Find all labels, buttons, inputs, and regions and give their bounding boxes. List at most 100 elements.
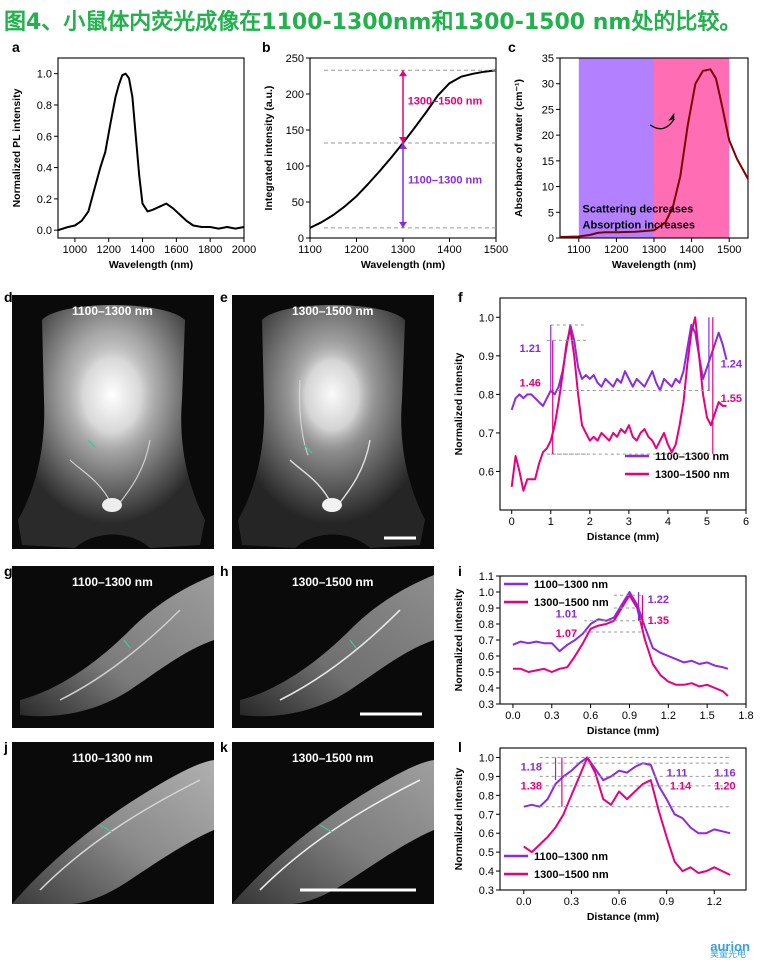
panel-label-c: c xyxy=(508,39,516,55)
chart-c-ytick-label-3: 15 xyxy=(542,156,554,168)
chart-c-ytick-label-4: 20 xyxy=(542,130,554,142)
chart-c: 1100 1200 1300 1400 1500 0 5 10 15 20 25 30 35 Wavele… xyxy=(513,53,749,271)
chart-l-annotation-0: 1.18 xyxy=(521,762,542,774)
chart-c-ytick-label-0: 0 xyxy=(548,233,554,245)
chart-f-xtick-label-4: 4 xyxy=(665,516,671,528)
panel-label-d: d xyxy=(4,289,13,305)
chart-c-ylabel: Absorbance of water (cm⁻¹) xyxy=(513,79,525,217)
chart-c-text-0: Scattering decreases xyxy=(583,203,694,215)
chart-b-arrowtail-1 xyxy=(399,221,407,228)
chart-f-frame xyxy=(499,297,747,511)
photo-h: 1300–1500 nm xyxy=(232,566,434,728)
photo-e: 1300–1500 nm xyxy=(232,295,434,549)
chart-i-xlabel: Distance (mm) xyxy=(587,725,659,737)
chart-l-series-0 xyxy=(523,756,731,835)
watermark-brand: aurion xyxy=(710,939,750,954)
chart-b-xtick-label-1: 1200 xyxy=(344,244,368,256)
chart-f-annotation-1: 1.46 xyxy=(520,378,541,390)
chart-f-xtick-label-2: 2 xyxy=(587,516,593,528)
chart-i-xtick-label-5: 1.5 xyxy=(700,710,715,722)
chart-i-legend-label-0: 1100–1300 nm xyxy=(534,579,608,591)
chart-f-legend-label-0: 1100–1300 nm xyxy=(655,451,729,463)
chart-b-arrowtail-0 xyxy=(399,136,407,143)
chart-l-legend-label-0: 1100–1300 nm xyxy=(534,851,608,863)
panel-label-k: k xyxy=(220,739,228,755)
panel-label-i: i xyxy=(458,563,462,579)
chart-l-ytick-label-6: 0.9 xyxy=(479,771,494,783)
chart-c-xtick-label-4: 1500 xyxy=(717,244,741,256)
chart-l-ytick-label-3: 0.6 xyxy=(479,828,494,840)
chart-i-annotation-1: 1.35 xyxy=(648,615,669,627)
chart-i-legend-label-1: 1300–1500 nm xyxy=(534,597,609,609)
chart-c-band-0 xyxy=(578,58,654,238)
chart-c-ytick-label-2: 10 xyxy=(542,182,554,194)
chart-a-series-0 xyxy=(57,72,245,232)
panel-label-g: g xyxy=(4,563,13,579)
chart-f-ytick-label-3: 0.9 xyxy=(479,351,494,363)
chart-f-ytick-label-4: 1.0 xyxy=(479,312,494,324)
chart-i-ytick-label-6: 0.9 xyxy=(479,603,494,615)
chart-f-xtick-label-6: 6 xyxy=(743,516,749,528)
chart-l-xtick-label-0: 0.0 xyxy=(516,896,531,908)
chart-f-xlabel: Distance (mm) xyxy=(587,531,659,543)
chart-f-xtick-label-3: 3 xyxy=(626,516,632,528)
chart-b-annotation-1: 1100–1300 nm xyxy=(408,174,482,186)
chart-a-ytick-label-5: 1.0 xyxy=(37,69,52,81)
chart-f-series-0 xyxy=(510,324,728,411)
chart-f-annotation-3: 1.55 xyxy=(721,393,742,405)
chart-i: 0.0 0.3 0.6 0.9 1.2 1.5 1.8 0.3 0.4 0.5 0.6 0.7 0.8 0… xyxy=(453,571,754,737)
chart-b-arrowhead-0 xyxy=(399,70,407,77)
chart-l-series-1 xyxy=(523,756,731,876)
chart-i-xtick-label-4: 1.2 xyxy=(661,710,676,722)
chart-c-arrow-head xyxy=(668,112,675,121)
chart-b-xtick-label-2: 1300 xyxy=(391,244,415,256)
photo-k-label: 1300–1500 nm xyxy=(292,751,373,765)
photo-d: 1100–1300 nm xyxy=(12,295,214,549)
chart-c-band-1 xyxy=(654,58,730,238)
chart-a-xtick-label-1: 1200 xyxy=(96,244,120,256)
chart-i-xtick-label-2: 0.6 xyxy=(583,710,598,722)
chart-a-frame xyxy=(57,57,245,239)
photo-d-label: 1100–1300 nm xyxy=(72,304,153,318)
chart-f-xtick-label-1: 1 xyxy=(548,516,554,528)
photo-j: 1100–1300 nm xyxy=(12,742,214,904)
panel-label-b: b xyxy=(262,39,271,55)
chart-c-ytick-label-5: 25 xyxy=(542,104,554,116)
photo-g-label: 1100–1300 nm xyxy=(72,575,153,589)
chart-b-ylabel: Integrated intensity (a.u.) xyxy=(263,86,275,211)
chart-l-ytick-label-7: 1.0 xyxy=(479,752,494,764)
chart-i-ytick-label-7: 1.0 xyxy=(479,587,494,599)
chart-c-ytick-label-1: 5 xyxy=(548,207,554,219)
chart-i-xtick-label-1: 0.3 xyxy=(544,710,559,722)
chart-c-series-0 xyxy=(559,68,749,238)
chart-a-xtick-label-3: 1600 xyxy=(164,244,188,256)
photo-h-label: 1300–1500 nm xyxy=(292,575,373,589)
chart-b-xlabel: Wavelength (nm) xyxy=(361,259,445,271)
watermark-sub: 昊量光电 xyxy=(709,950,746,960)
chart-f-annotation-2: 1.24 xyxy=(721,358,743,370)
chart-a-xtick-label-0: 1000 xyxy=(63,244,87,256)
chart-c-xtick-label-3: 1400 xyxy=(679,244,703,256)
chart-b-ytick-label-5: 250 xyxy=(286,53,304,65)
chart-b-ytick-label-0: 0 xyxy=(298,233,304,245)
chart-l-annotation-1: 1.38 xyxy=(521,781,542,793)
chart-b-ytick-label-1: 50 xyxy=(292,197,304,209)
chart-i-ytick-label-0: 0.3 xyxy=(479,699,494,711)
chart-i-xtick-label-3: 0.9 xyxy=(622,710,637,722)
chart-i-ytick-label-8: 1.1 xyxy=(479,571,494,583)
chart-a-ytick-label-2: 0.4 xyxy=(37,163,52,175)
chart-c-curved-arrow xyxy=(649,118,675,130)
chart-i-ytick-label-5: 0.8 xyxy=(479,619,494,631)
chart-l-annotation-5: 1.20 xyxy=(714,781,735,793)
chart-i-annotation-3: 1.07 xyxy=(556,628,577,640)
chart-f-series-1 xyxy=(510,316,727,492)
panel-label-e: e xyxy=(220,289,228,305)
chart-a-xtick-label-4: 1800 xyxy=(198,244,222,256)
chart-a-ylabel: Normalized PL intensity xyxy=(11,88,23,207)
chart-b-xtick-label-4: 1500 xyxy=(484,244,508,256)
chart-i-ylabel: Normalized intensity xyxy=(453,589,465,692)
panel-label-f: f xyxy=(458,289,463,305)
chart-a-xlabel: Wavelength (nm) xyxy=(109,259,193,271)
panel-label-h: h xyxy=(220,563,229,579)
